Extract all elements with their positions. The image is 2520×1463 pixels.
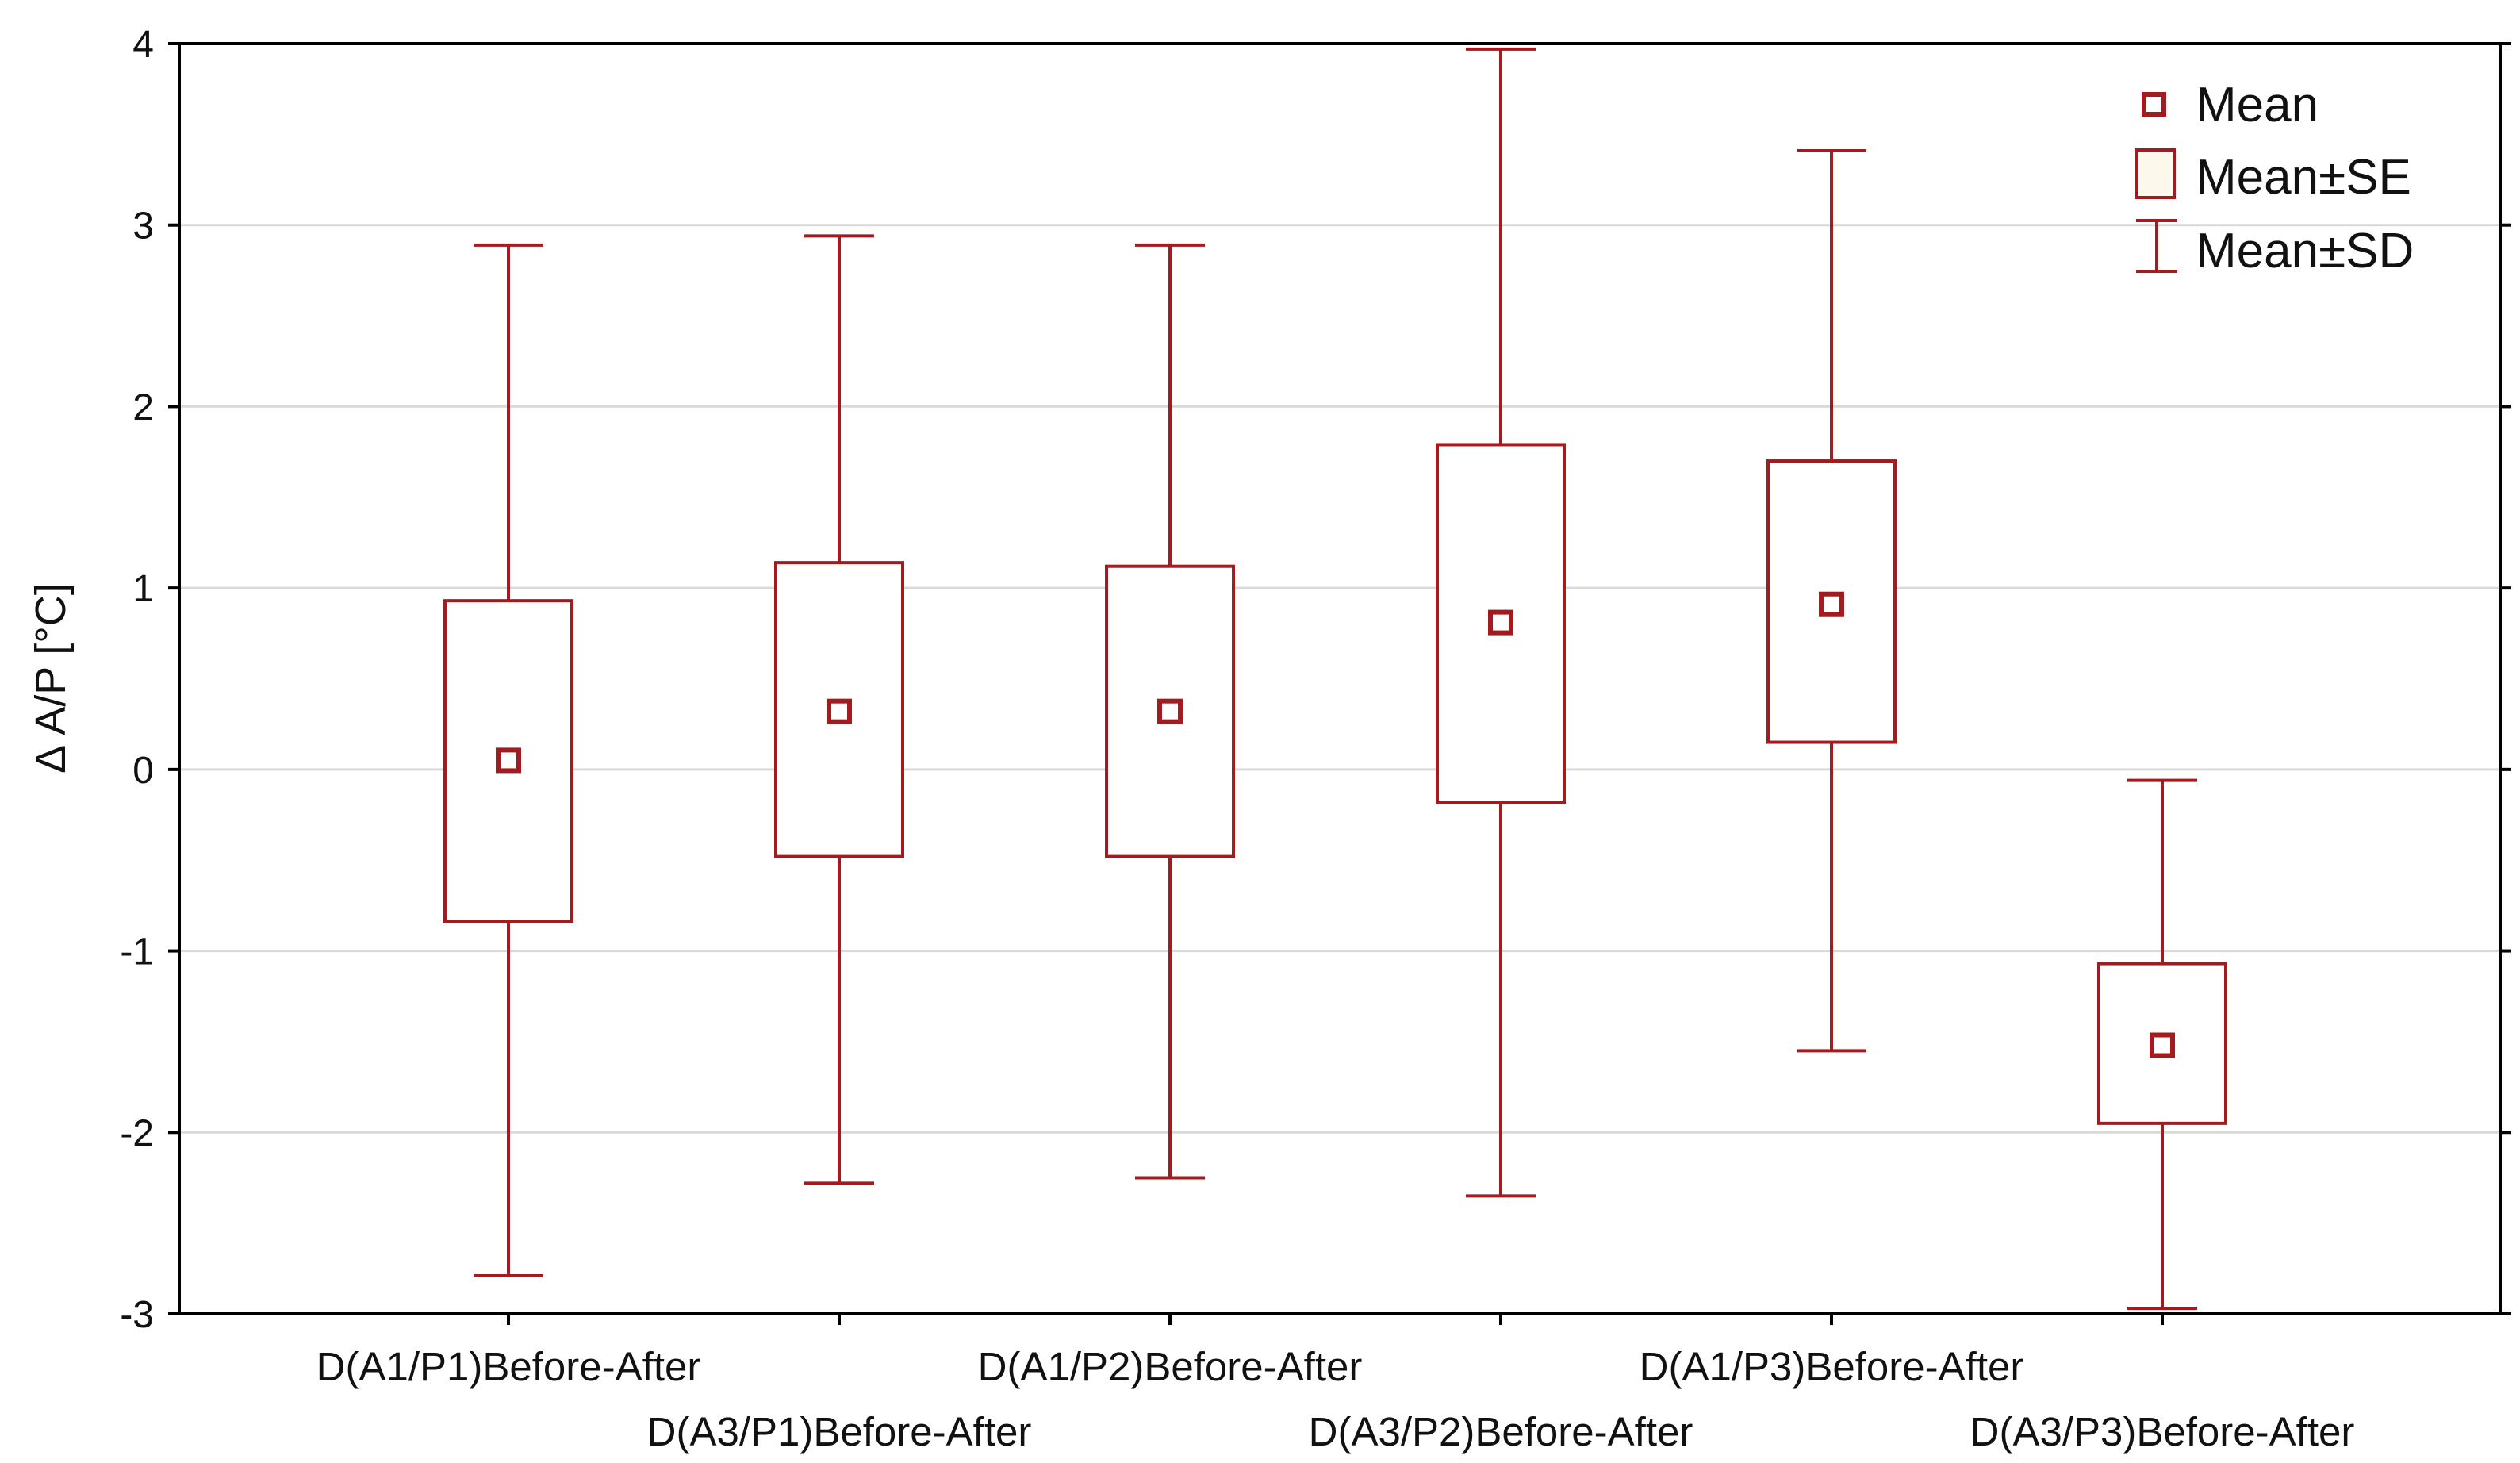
y-tick-label: -2 bbox=[120, 1112, 154, 1154]
legend-sd-whisker-icon bbox=[2136, 219, 2177, 273]
x-axis-ticks: D(A1/P1)Before-After D(A3/P1)Before-After… bbox=[316, 1314, 2355, 1454]
mean-marker bbox=[1488, 609, 1513, 636]
box-group-1 bbox=[443, 243, 573, 1277]
y-axis-ticks: -3 -2 -1 0 1 2 3 4 bbox=[120, 24, 2511, 1336]
plot-marks bbox=[443, 47, 2227, 1311]
box-group-5 bbox=[1766, 148, 1897, 1053]
y-axis-title: Δ A/P [°C] bbox=[27, 583, 75, 774]
plot-area-frame bbox=[178, 42, 2502, 1315]
box-group-2 bbox=[774, 234, 904, 1185]
y-tick-label: 1 bbox=[132, 568, 154, 610]
mean-marker bbox=[1157, 698, 1183, 724]
mean-marker bbox=[496, 747, 521, 774]
x-category-label: D(A3/P3)Before-After bbox=[1970, 1409, 2355, 1454]
legend-mean-marker-icon bbox=[2142, 92, 2166, 117]
legend-mean-label: Mean bbox=[2196, 78, 2319, 132]
y-tick-label: -3 bbox=[120, 1294, 154, 1336]
y-tick-label: 4 bbox=[132, 24, 154, 66]
y-tick-label: -1 bbox=[120, 931, 154, 973]
x-category-label: D(A1/P1)Before-After bbox=[316, 1344, 701, 1389]
x-category-label: D(A3/P1)Before-After bbox=[647, 1409, 1032, 1454]
y-tick-label: 0 bbox=[132, 750, 154, 792]
box-group-3 bbox=[1105, 243, 1235, 1180]
x-category-label: D(A3/P2)Before-After bbox=[1309, 1409, 1693, 1454]
y-tick-label: 3 bbox=[132, 205, 154, 248]
legend-item-mean: Mean bbox=[2142, 78, 2319, 132]
x-category-label: D(A1/P2)Before-After bbox=[978, 1344, 1363, 1389]
legend: Mean Mean±SE Mean±SD bbox=[2135, 78, 2414, 278]
legend-item-se: Mean±SE bbox=[2135, 148, 2411, 205]
box-group-4 bbox=[1436, 47, 1566, 1198]
mean-marker bbox=[1819, 591, 1844, 617]
box-group-6 bbox=[2097, 778, 2227, 1311]
mean-marker bbox=[2150, 1032, 2175, 1058]
legend-sd-label: Mean±SD bbox=[2196, 224, 2414, 278]
x-category-label: D(A1/P3)Before-After bbox=[1640, 1344, 2024, 1389]
legend-se-label: Mean±SE bbox=[2196, 150, 2411, 205]
legend-item-sd: Mean±SD bbox=[2136, 219, 2414, 278]
mean-marker bbox=[827, 698, 852, 724]
y-tick-label: 2 bbox=[132, 386, 154, 428]
legend-se-box-icon bbox=[2135, 148, 2176, 199]
